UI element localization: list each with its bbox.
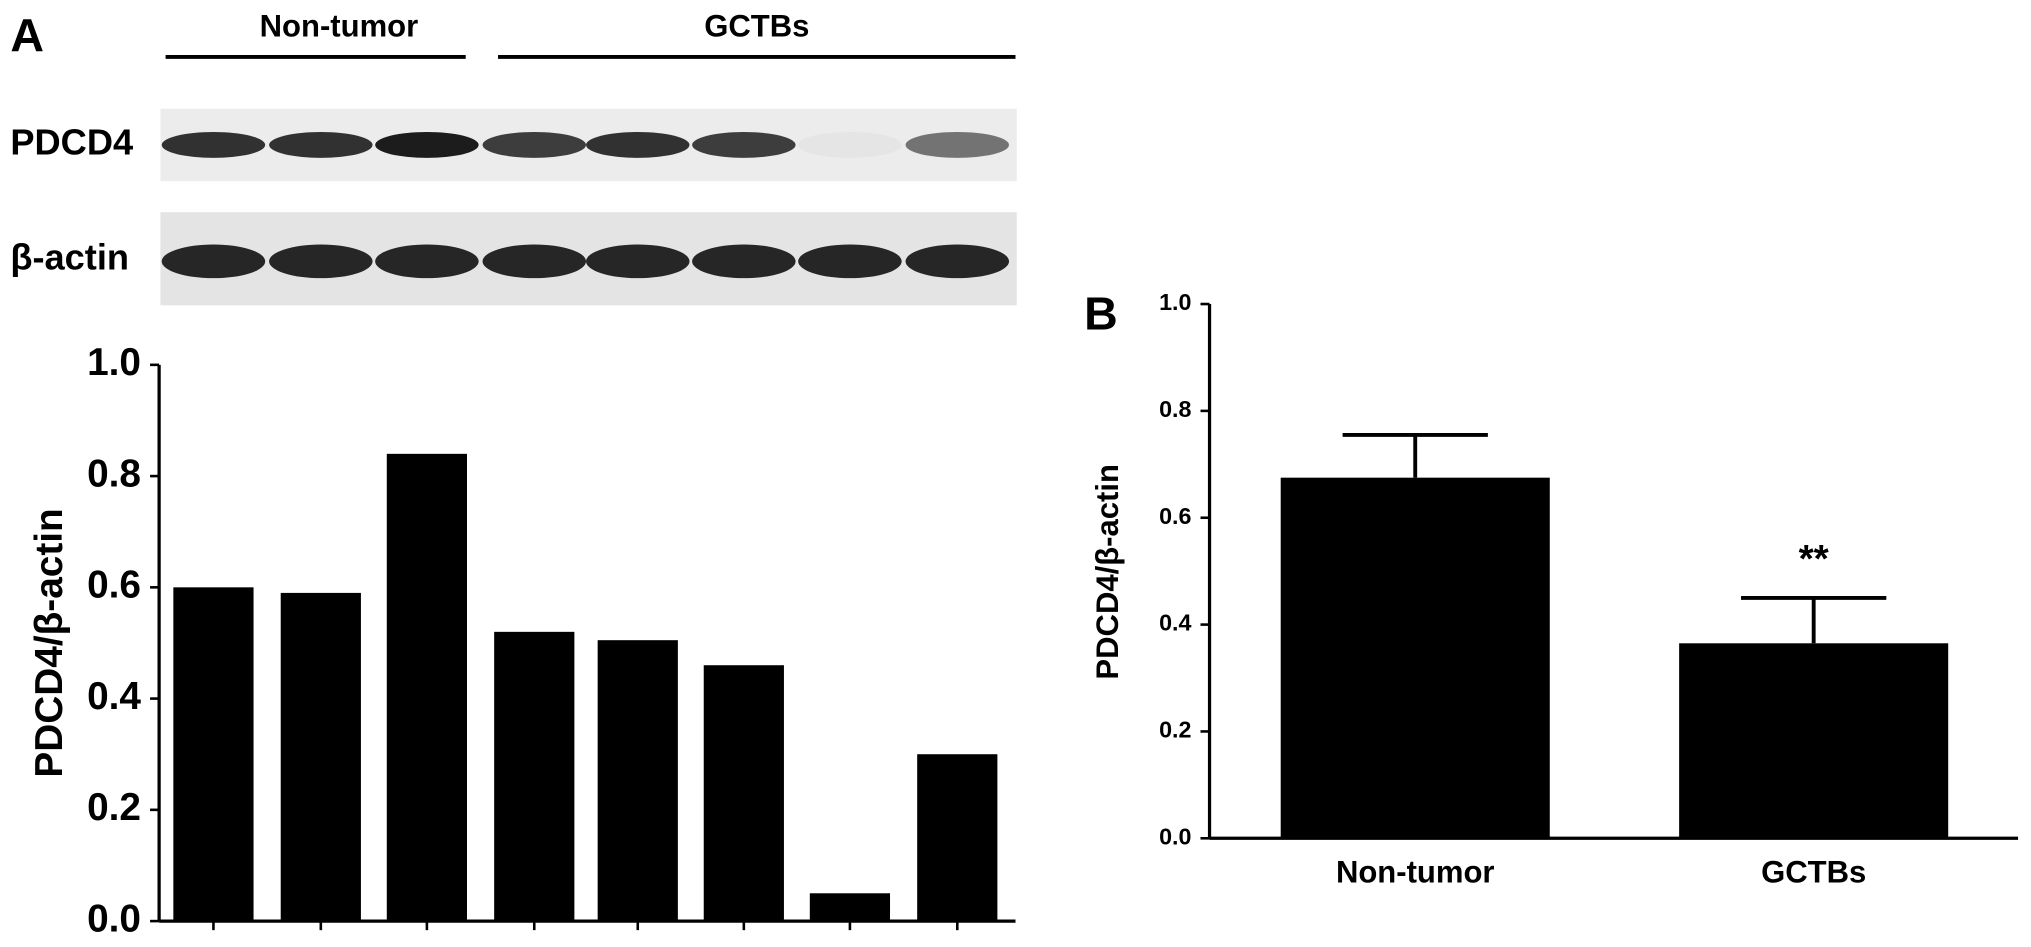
blot-band — [269, 244, 373, 279]
bar — [280, 592, 361, 922]
y-tick-label: 0.2 — [87, 786, 141, 829]
bar — [386, 453, 468, 922]
panel-label: A — [10, 9, 44, 61]
blot-band — [586, 244, 690, 279]
y-tick-label: 0.6 — [1159, 503, 1191, 529]
blot-band — [798, 132, 901, 158]
y-tick-label: 0.0 — [1159, 823, 1191, 849]
y-tick-label: 0.4 — [87, 675, 141, 718]
y-tick-label: 1.0 — [87, 341, 141, 384]
bar — [809, 893, 891, 922]
blot-band — [482, 244, 587, 279]
y-tick-label: 0.8 — [87, 452, 141, 495]
blot-band — [692, 131, 796, 158]
blot-group-label: Non-tumor — [260, 9, 419, 44]
blot-band — [692, 244, 796, 279]
x-tick-label: GCTBs — [1761, 855, 1866, 890]
y-tick-label: 0.6 — [87, 564, 141, 607]
y-tick-label: 0.4 — [1159, 610, 1191, 636]
significance-label: ** — [1799, 538, 1830, 581]
y-tick-label: 0.8 — [1159, 396, 1191, 422]
blot-bands — [161, 131, 1010, 279]
blot-band — [798, 244, 902, 279]
bar — [1280, 477, 1550, 839]
panel-label: B — [1084, 287, 1118, 339]
y-tick-label: 1.0 — [1159, 289, 1191, 315]
bar — [703, 665, 784, 922]
blot-band — [269, 131, 373, 158]
blot-band — [375, 244, 479, 279]
blot-band — [482, 131, 587, 158]
bar — [173, 587, 254, 922]
blot-row-label: β-actin — [10, 237, 129, 278]
bar — [494, 631, 575, 922]
y-tick-label: 0.0 — [87, 897, 141, 940]
y-axis-label: PDCD4/β-actin — [28, 508, 71, 777]
x-tick-label: Non-tumor — [1336, 855, 1495, 890]
blot-band — [586, 131, 690, 158]
bar — [597, 640, 678, 922]
y-axis-label: PDCD4/β-actin — [1090, 464, 1125, 680]
blot-group-label: GCTBs — [704, 9, 809, 44]
blot-row-label: PDCD4 — [10, 121, 133, 162]
bar — [917, 754, 998, 922]
blot-band — [161, 131, 266, 158]
blot-band — [905, 131, 1010, 158]
bar — [1679, 643, 1949, 839]
blot-band — [905, 244, 1010, 279]
blot-band — [161, 244, 266, 279]
y-tick-label: 0.2 — [1159, 717, 1191, 743]
blot-band — [375, 131, 479, 158]
